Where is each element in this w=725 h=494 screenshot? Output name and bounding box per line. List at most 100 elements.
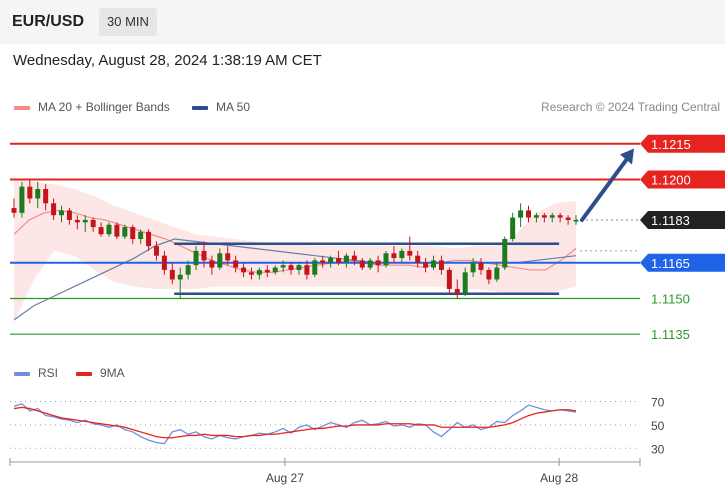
candles-group [11, 179, 579, 299]
legend-swatch-ma50 [192, 105, 208, 110]
toolbar: EUR/USD 30 MIN [0, 0, 725, 44]
candle-body [27, 186, 33, 199]
level-tag-1-1215 [640, 134, 725, 153]
credit-text: Research © 2024 Trading Central [541, 100, 720, 114]
legend-swatch-rsi [14, 371, 30, 376]
bollinger-band [14, 179, 576, 323]
candle-body [478, 262, 484, 270]
candle-body [233, 260, 239, 268]
candle-body [391, 253, 397, 259]
candle-body [304, 265, 310, 275]
candle-body [367, 260, 373, 268]
candle-body [557, 215, 563, 218]
level-tag-1-1183 [640, 210, 725, 229]
candle-body [526, 210, 532, 218]
candle-body [114, 224, 120, 237]
candle-body [438, 260, 444, 270]
candle-body [11, 208, 17, 213]
candle-body [161, 255, 167, 270]
candle-body [549, 215, 555, 218]
legend-9ma: 9MA [76, 366, 125, 380]
candle-body [486, 269, 492, 280]
candle-body [494, 267, 500, 280]
legend-ma50: MA 50 [192, 100, 250, 114]
candle-body [138, 231, 144, 239]
candle-body [74, 219, 80, 223]
candle-body [43, 189, 49, 204]
candle-body [19, 186, 25, 213]
legend-label-9ma: 9MA [100, 366, 125, 380]
candle-body [248, 272, 254, 275]
level-label-1-1183: 1.1183 [651, 213, 690, 228]
candle-body [462, 272, 468, 294]
candle-body [241, 267, 247, 273]
timestamp: Wednesday, August 28, 2024 1:38:19 AM CE… [13, 52, 322, 69]
candle-body [446, 269, 452, 289]
candle-body [193, 250, 199, 266]
candle-body [351, 255, 357, 261]
candle-body [573, 219, 579, 222]
candle-body [502, 239, 508, 268]
candle-body [185, 265, 191, 275]
candle-body [264, 269, 270, 273]
candle-body [272, 267, 278, 273]
candle-body [296, 265, 302, 270]
rsi-tick-label-50: 50 [651, 419, 665, 433]
candle-body [256, 269, 262, 275]
level-label-1-1135: 1.1135 [651, 327, 690, 342]
candle-body [565, 217, 571, 220]
candle-body [423, 262, 429, 268]
candle-body [312, 260, 318, 275]
candle-body [470, 262, 476, 273]
legend-ma20: MA 20 + Bollinger Bands [14, 100, 170, 114]
candle-body [66, 210, 72, 220]
candle-body [399, 250, 405, 259]
x-tick-label-1: Aug 28 [540, 471, 578, 485]
candle-body [209, 260, 215, 268]
candle-body [431, 260, 437, 268]
candle-body [90, 219, 96, 228]
candle-body [82, 219, 88, 223]
rsi-tick-label-30: 30 [651, 442, 665, 456]
candle-body [106, 224, 112, 235]
candle-body [454, 288, 460, 294]
candle-body [130, 227, 136, 239]
rsi-9ma-line [13, 406, 577, 439]
candle-body [146, 231, 152, 247]
level-label-1-1150: 1.1150 [651, 292, 690, 307]
candle-body [343, 255, 349, 263]
legend-swatch-ma20 [14, 105, 30, 110]
candle-body [225, 253, 231, 261]
legend-swatch-9ma [76, 371, 92, 376]
candle-body [541, 215, 547, 218]
candle-body [383, 253, 389, 266]
forecast-arrow-shaft [580, 155, 630, 222]
candle-body [51, 203, 57, 216]
candle-body [169, 269, 175, 280]
level-label-1-1200: 1.1200 [651, 173, 691, 188]
rsi-line [13, 403, 577, 445]
level-tag-1-1200 [640, 170, 725, 189]
x-tick-label-0: Aug 27 [266, 471, 304, 485]
candle-body [201, 250, 207, 261]
candle-body [217, 253, 223, 268]
candle-body [98, 227, 104, 235]
candle-body [518, 210, 524, 218]
candle-body [533, 215, 539, 218]
legend-label-rsi: RSI [38, 366, 59, 380]
forecast-arrow-head [620, 148, 634, 165]
level-tag-1-1165 [640, 253, 725, 272]
candle-body [153, 246, 159, 256]
candle-body [328, 258, 334, 263]
timeframe-button[interactable]: 30 MIN [99, 8, 157, 36]
candle-body [35, 189, 41, 199]
level-label-1-1165: 1.1165 [651, 256, 690, 271]
legend-rsi: RSI [14, 366, 58, 380]
candle-body [280, 265, 286, 268]
candle-body [407, 250, 413, 256]
candle-body [122, 227, 128, 237]
symbol-label[interactable]: EUR/USD [12, 13, 85, 30]
candle-body [58, 210, 64, 216]
candle-body [415, 255, 421, 263]
